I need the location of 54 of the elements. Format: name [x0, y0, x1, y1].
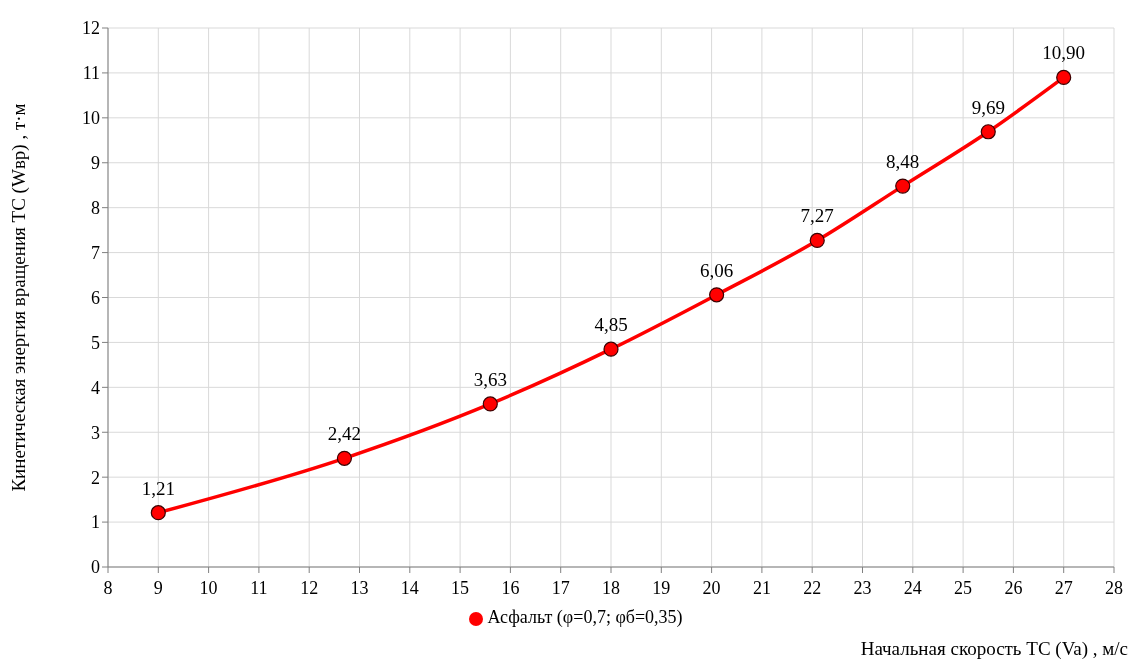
y-tick-label: 11 [82, 63, 100, 84]
x-tick-label: 20 [702, 577, 721, 598]
point [603, 341, 619, 357]
data-label: 1,21 [141, 477, 175, 499]
y-axis-title: Кинетическая энергия вращения ТС (Wвр) , т·м [7, 103, 30, 492]
x-tick-label: 17 [551, 577, 570, 598]
x-axis-title: Начальная скорость ТС (Va) , м/с [860, 638, 1128, 660]
point [809, 232, 825, 249]
y-tick-label: 0 [91, 557, 100, 578]
data-label: 7,27 [800, 205, 834, 227]
x-tick-label: 10 [199, 577, 218, 598]
x-tick-label: 21 [752, 577, 771, 598]
point [980, 124, 996, 140]
y-tick-label: 7 [91, 242, 100, 263]
y-tick-label: 1 [91, 512, 100, 533]
x-tick-label: 19 [652, 577, 671, 598]
x-tick-label: 16 [501, 577, 520, 598]
data-label: 8,48 [886, 151, 920, 173]
y-tick-label: 8 [91, 198, 100, 219]
data-label: 2,42 [327, 423, 362, 445]
x-tick-label: 26 [1004, 577, 1023, 598]
x-tick-label: 12 [300, 577, 319, 598]
y-tick-label: 9 [91, 153, 100, 174]
y-tick-label: 4 [91, 377, 100, 398]
data-label: 3,63 [473, 368, 507, 390]
data-label: 6,06 [700, 259, 734, 281]
point [482, 396, 498, 412]
y-tick-label: 6 [91, 287, 100, 308]
x-tick-label: 25 [954, 577, 973, 598]
x-tick-label: 9 [153, 577, 163, 598]
data-label: 10,90 [1042, 42, 1086, 64]
x-tick-label: 14 [400, 577, 419, 598]
y-tick-label: 10 [82, 108, 100, 129]
x-tick-label: 13 [350, 577, 369, 598]
x-tick-label: 28 [1105, 577, 1123, 598]
x-tick-label: 27 [1054, 577, 1073, 598]
x-tick-label: 22 [803, 577, 822, 598]
x-tick-label: 23 [853, 577, 872, 598]
x-tick-label: 11 [250, 577, 268, 598]
x-tick-label: 24 [903, 577, 922, 598]
x-tick-label: 15 [451, 577, 470, 598]
data-label: 9,69 [971, 96, 1005, 118]
point [1056, 69, 1072, 86]
y-tick-label: 5 [91, 332, 100, 353]
point [895, 178, 911, 194]
point [150, 505, 166, 521]
y-tick-label: 3 [91, 422, 100, 443]
point [709, 287, 725, 303]
point [336, 450, 353, 466]
y-tick-label: 2 [91, 467, 100, 488]
y-tick-label: 12 [82, 18, 100, 39]
legend-label: Асфальт (φ=0,7; φб=0,35) [487, 607, 683, 627]
x-tick-label: 18 [602, 577, 620, 598]
data-label: 4,85 [594, 314, 628, 336]
